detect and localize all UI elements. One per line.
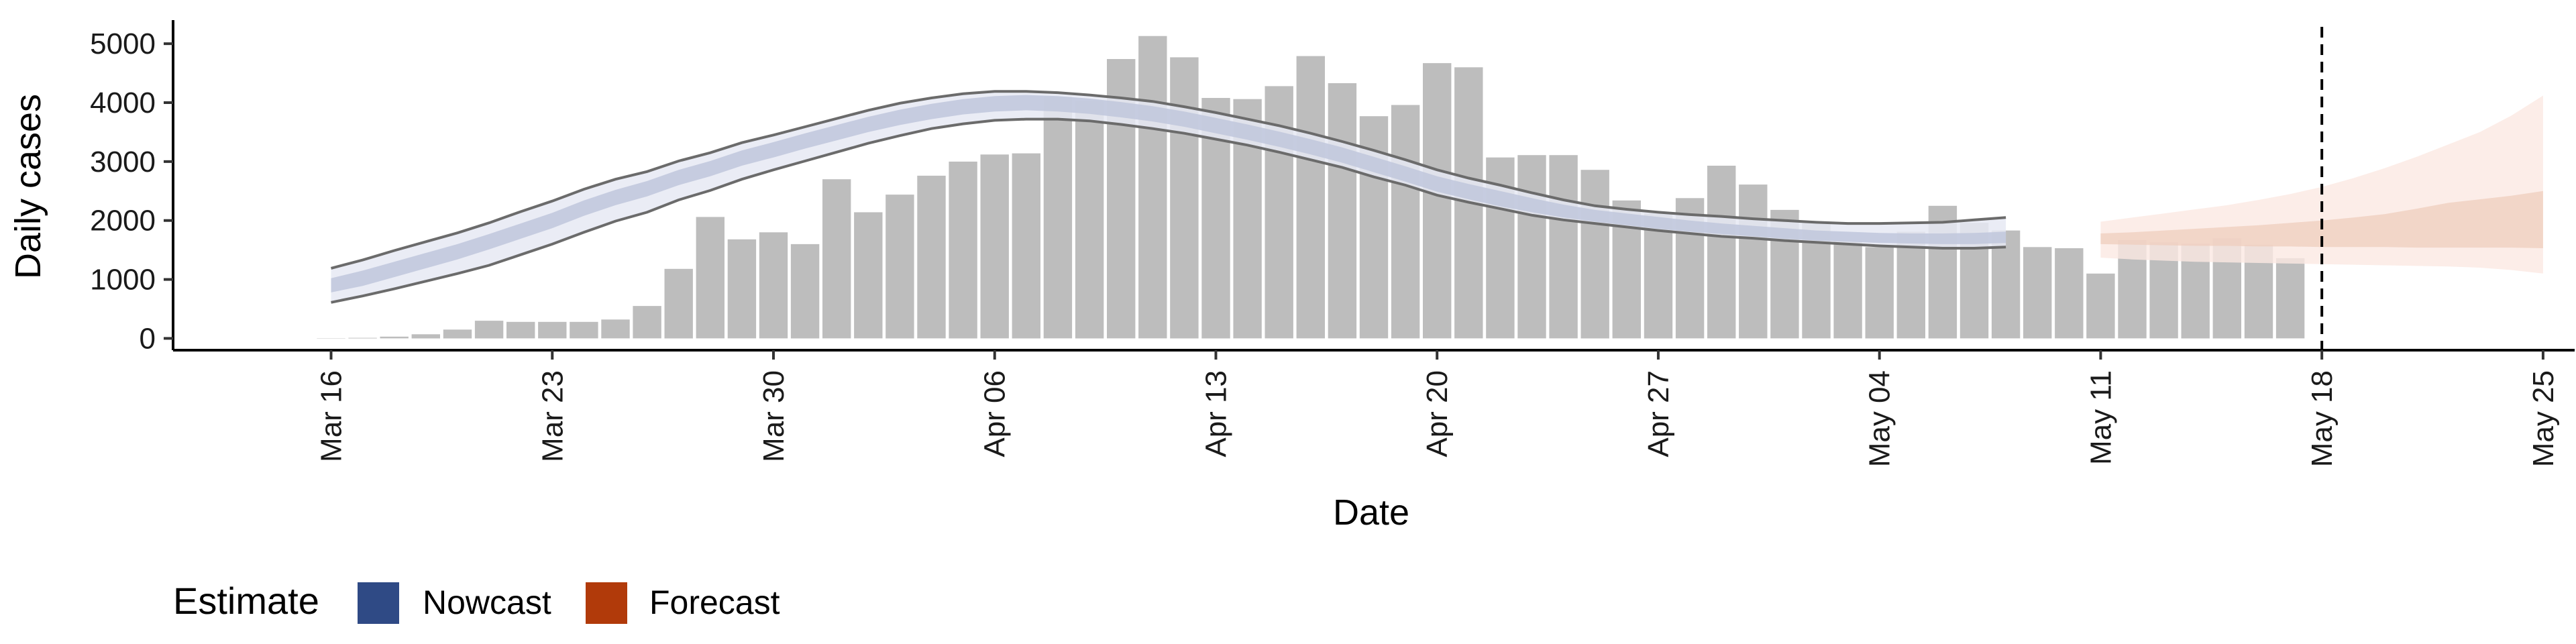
y-tick-label: 2000 bbox=[90, 205, 156, 237]
bar bbox=[411, 334, 440, 339]
legend-label-forecast: Forecast bbox=[649, 584, 780, 621]
x-tick-label: Mar 23 bbox=[536, 370, 569, 462]
x-tick-label: Mar 30 bbox=[757, 370, 790, 462]
x-axis-title: Date bbox=[1333, 492, 1409, 533]
x-tick-label: Apr 20 bbox=[1421, 370, 1454, 458]
bar bbox=[1423, 63, 1452, 339]
nowcast-lower-line bbox=[331, 117, 2006, 304]
legend-swatch-forecast bbox=[586, 582, 627, 624]
bar bbox=[1391, 105, 1420, 339]
forecast-inner-band bbox=[2100, 191, 2543, 248]
bar bbox=[885, 195, 914, 339]
legend-title: Estimate bbox=[173, 580, 319, 622]
bar bbox=[1328, 83, 1357, 339]
bar bbox=[601, 319, 630, 339]
x-tick-label: Mar 16 bbox=[315, 370, 348, 462]
nowcast-outer-band bbox=[331, 91, 2006, 303]
x-tick-label: May 11 bbox=[2084, 370, 2117, 465]
bar bbox=[1833, 240, 1862, 339]
bar bbox=[1012, 153, 1040, 339]
bar bbox=[949, 161, 977, 339]
nowcast-upper-line bbox=[330, 90, 2006, 270]
bar bbox=[443, 329, 472, 339]
bar bbox=[759, 232, 788, 339]
bar bbox=[2275, 258, 2305, 339]
legend: Estimate Nowcast Forecast bbox=[173, 580, 780, 624]
bar bbox=[1170, 57, 1199, 339]
y-axis-title: Daily cases bbox=[8, 94, 48, 279]
bar bbox=[1296, 56, 1325, 339]
x-tick-label: Apr 06 bbox=[979, 370, 1012, 458]
bar bbox=[2086, 273, 2115, 339]
bar bbox=[664, 268, 693, 339]
bar bbox=[633, 306, 661, 339]
axes: 0 1000 2000 3000 4000 5000 Mar 16 Mar 23 Mar 30 A… bbox=[90, 20, 2575, 467]
x-tick-label: May 18 bbox=[2306, 370, 2339, 467]
bar bbox=[2023, 247, 2052, 339]
x-tick-label: May 25 bbox=[2527, 370, 2560, 467]
legend-swatch-nowcast bbox=[358, 582, 399, 624]
bar bbox=[1739, 184, 1768, 339]
bar bbox=[980, 154, 1009, 339]
bar bbox=[1707, 166, 1736, 339]
bar bbox=[380, 336, 409, 339]
bar bbox=[570, 321, 598, 339]
y-tick-label: 0 bbox=[140, 322, 156, 355]
bar bbox=[1138, 36, 1167, 339]
bar bbox=[474, 321, 504, 339]
y-tick-label: 4000 bbox=[90, 87, 156, 119]
bar bbox=[822, 179, 851, 339]
bar bbox=[1043, 97, 1073, 339]
y-tick-label: 5000 bbox=[90, 28, 156, 60]
x-tick-label: Apr 13 bbox=[1200, 370, 1233, 458]
y-tick-label: 1000 bbox=[90, 264, 156, 297]
bar bbox=[1896, 231, 1925, 339]
y-tick-label: 3000 bbox=[90, 146, 156, 178]
legend-label-nowcast: Nowcast bbox=[423, 584, 551, 621]
bar bbox=[1549, 155, 1578, 339]
bar bbox=[348, 337, 377, 339]
bar bbox=[2055, 248, 2084, 339]
bar bbox=[506, 321, 535, 339]
bar bbox=[696, 217, 724, 339]
bar bbox=[790, 244, 820, 339]
bar bbox=[1865, 247, 1894, 339]
bar bbox=[1644, 213, 1673, 339]
bar bbox=[1517, 155, 1546, 339]
plot-area bbox=[317, 27, 2543, 350]
bar bbox=[538, 321, 567, 339]
bar bbox=[1075, 101, 1104, 339]
bar bbox=[727, 239, 757, 339]
x-tick-label: Apr 27 bbox=[1642, 370, 1675, 458]
bar bbox=[854, 212, 883, 339]
bar bbox=[1580, 170, 1609, 339]
bar bbox=[917, 175, 946, 339]
x-tick-label: May 04 bbox=[1864, 370, 1896, 467]
